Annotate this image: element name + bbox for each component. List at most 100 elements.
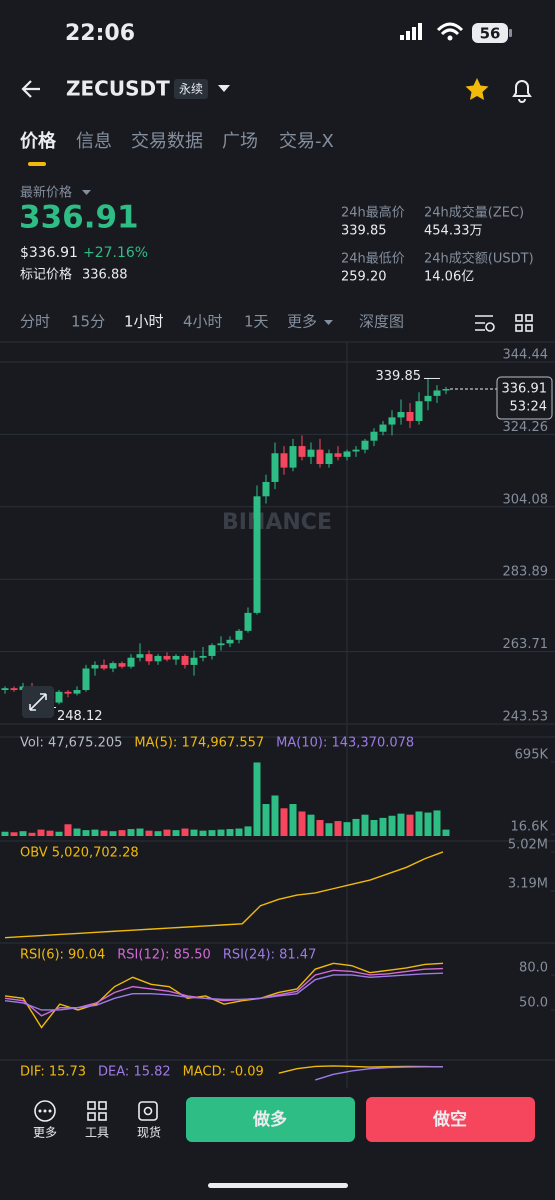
y-tick-label: 5.02M <box>508 837 548 852</box>
y-tick-label: 50.0 <box>519 995 548 1010</box>
last-price-tag: 336.91 <box>502 382 548 397</box>
volume-bar <box>28 832 36 836</box>
indicator-settings[interactable] <box>475 315 495 332</box>
tab[interactable]: 价格 <box>20 130 57 152</box>
candle-body <box>226 639 234 644</box>
interval[interactable]: 1天 <box>244 313 269 331</box>
stat-label: 24h最高价 <box>341 205 405 221</box>
long-label[interactable]: 做多 <box>252 1109 287 1130</box>
volume-bar <box>199 830 207 836</box>
candle-body <box>217 643 225 646</box>
more-icon[interactable] <box>34 1100 56 1122</box>
short-label[interactable]: 做空 <box>432 1109 467 1130</box>
battery-tip <box>509 29 512 37</box>
spot-icon[interactable] <box>138 1101 158 1121</box>
candle-body <box>424 395 432 402</box>
tab[interactable]: 交易数据 <box>131 131 203 152</box>
legend-entry: RSI(24): 81.47 <box>223 948 317 963</box>
interval[interactable]: 更多 <box>287 313 317 331</box>
y-tick-label: 324.26 <box>503 420 549 435</box>
long-button[interactable] <box>186 1097 355 1142</box>
tab[interactable]: 广场 <box>222 131 258 152</box>
volume-bar <box>55 831 63 836</box>
candle-body <box>280 453 288 468</box>
expand-button[interactable] <box>22 686 54 718</box>
volume-bar <box>262 804 270 836</box>
stat-value: 14.06亿 <box>424 270 474 285</box>
volume-bar <box>109 831 117 836</box>
volume-bar <box>1 831 9 836</box>
price-type-dropdown[interactable] <box>82 190 91 195</box>
indicator-line <box>4 962 444 1029</box>
tool-label[interactable]: 工具 <box>85 1126 109 1140</box>
candle-body <box>199 655 207 658</box>
favorite-star[interactable] <box>465 78 489 100</box>
volume-bar <box>352 818 360 836</box>
candle-body <box>442 389 450 391</box>
candle-body <box>64 691 72 694</box>
volume-bar <box>127 829 135 836</box>
volume-bar <box>82 830 90 836</box>
volume-bar <box>316 820 324 836</box>
tool-label[interactable]: 更多 <box>33 1126 57 1140</box>
volume-bar <box>244 826 252 836</box>
candle-body <box>307 449 315 457</box>
tab[interactable]: 交易-X <box>279 131 334 152</box>
candle-body <box>415 401 423 421</box>
candle-body <box>55 691 63 703</box>
volume-bar <box>73 828 81 836</box>
candle-body <box>73 690 81 694</box>
volume-bar <box>271 795 279 836</box>
candle-body <box>172 655 180 660</box>
volume-bar <box>280 808 288 836</box>
signal-icon <box>400 23 422 40</box>
candle-body <box>379 424 387 432</box>
tools-icon[interactable] <box>87 1101 107 1121</box>
last-price: 336.91 <box>19 200 139 236</box>
stat-value: 259.20 <box>341 270 387 285</box>
clock: 22:06 <box>65 21 135 46</box>
candle-body <box>325 453 333 465</box>
legend-entry: DIF: 15.73 <box>20 1065 86 1080</box>
volume-bar <box>361 814 369 836</box>
volume-bar <box>424 812 432 836</box>
tab-indicator <box>28 162 46 166</box>
last-price-label: 最新价格 <box>20 185 72 201</box>
home-indicator <box>208 1183 348 1188</box>
candle-body <box>145 654 153 662</box>
short-button[interactable] <box>366 1097 535 1142</box>
volume-bar <box>298 811 306 836</box>
interval[interactable]: 深度图 <box>359 313 404 331</box>
volume-bar <box>145 830 153 836</box>
y-tick-label: 3.19M <box>508 876 548 891</box>
y-tick-label: 243.53 <box>503 709 549 724</box>
volume-bar <box>334 821 342 836</box>
layout-button[interactable] <box>515 314 533 332</box>
symbol-dropdown[interactable] <box>218 85 230 92</box>
volume-bar <box>370 820 378 836</box>
alert-bell[interactable] <box>512 80 532 103</box>
price-change: +27.16% <box>83 245 148 261</box>
interval[interactable]: 4小时 <box>183 313 223 331</box>
y-tick-label: 283.89 <box>503 565 549 580</box>
volume-bar <box>442 829 450 836</box>
volume-bar <box>388 815 396 836</box>
y-tick-label: 344.44 <box>503 348 549 363</box>
battery-level: 56 <box>480 25 501 43</box>
tool-label[interactable]: 现货 <box>137 1125 161 1140</box>
volume-bar <box>19 831 27 836</box>
candle-body <box>235 630 243 640</box>
candle-body <box>298 446 306 457</box>
back-button[interactable] <box>21 80 40 98</box>
legend-entry: OBV 5,020,702.28 <box>20 846 139 861</box>
more-dropdown[interactable] <box>324 320 333 325</box>
candle-body <box>100 664 108 669</box>
tab[interactable]: 信息 <box>76 131 112 152</box>
legend-entry: Vol: 47,675.205 <box>20 736 122 751</box>
interval[interactable]: 分时 <box>20 313 50 331</box>
interval[interactable]: 15分 <box>71 313 105 331</box>
low-label: 248.12 <box>57 709 103 724</box>
indicator-line <box>4 851 444 939</box>
interval[interactable]: 1小时 <box>124 313 164 331</box>
legend-entry: DEA: 15.82 <box>98 1065 171 1080</box>
